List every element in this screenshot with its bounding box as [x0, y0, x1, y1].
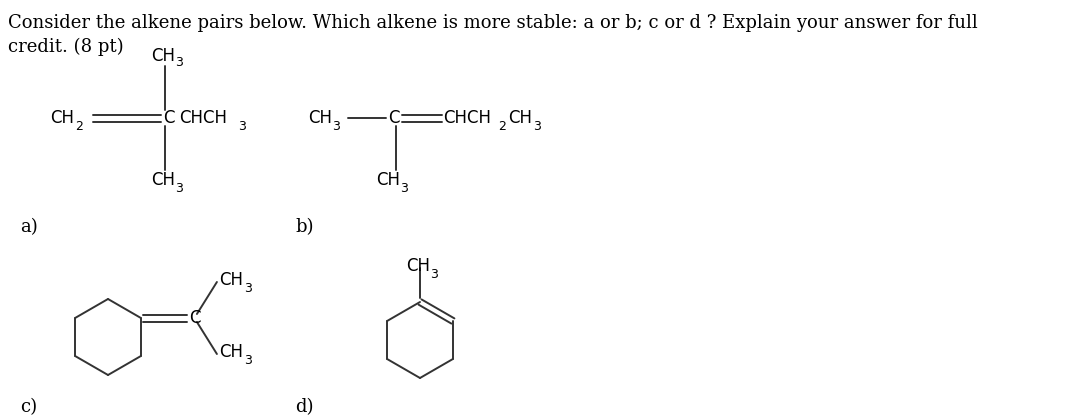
Text: 3: 3 [430, 268, 438, 281]
Text: credit. (8 pt): credit. (8 pt) [8, 38, 124, 56]
Text: CH: CH [151, 171, 175, 189]
Text: CH: CH [151, 47, 175, 65]
Text: c): c) [20, 398, 37, 416]
Text: 3: 3 [533, 120, 541, 132]
Text: CH: CH [308, 109, 332, 127]
Text: C: C [163, 109, 175, 127]
Text: 3: 3 [332, 120, 340, 132]
Text: CH: CH [50, 109, 74, 127]
Text: 3: 3 [244, 354, 252, 367]
Text: Consider the alkene pairs below. Which alkene is more stable: a or b; c or d ? E: Consider the alkene pairs below. Which a… [8, 14, 978, 32]
Text: CH: CH [508, 109, 533, 127]
Text: 2: 2 [75, 120, 83, 132]
Text: 3: 3 [400, 181, 407, 194]
Text: b): b) [295, 218, 314, 236]
Text: CH: CH [219, 271, 243, 289]
Text: CH: CH [376, 171, 400, 189]
Text: CHCH: CHCH [443, 109, 490, 127]
Text: CHCH: CHCH [179, 109, 227, 127]
Text: 3: 3 [238, 120, 246, 132]
Text: a): a) [20, 218, 38, 236]
Text: CH: CH [219, 343, 243, 361]
Text: 2: 2 [498, 120, 506, 132]
Text: 3: 3 [175, 181, 183, 194]
Text: C: C [388, 109, 400, 127]
Text: CH: CH [406, 257, 430, 275]
Text: C: C [189, 309, 201, 327]
Text: d): d) [295, 398, 314, 416]
Text: 3: 3 [244, 281, 252, 294]
Text: 3: 3 [175, 57, 183, 69]
